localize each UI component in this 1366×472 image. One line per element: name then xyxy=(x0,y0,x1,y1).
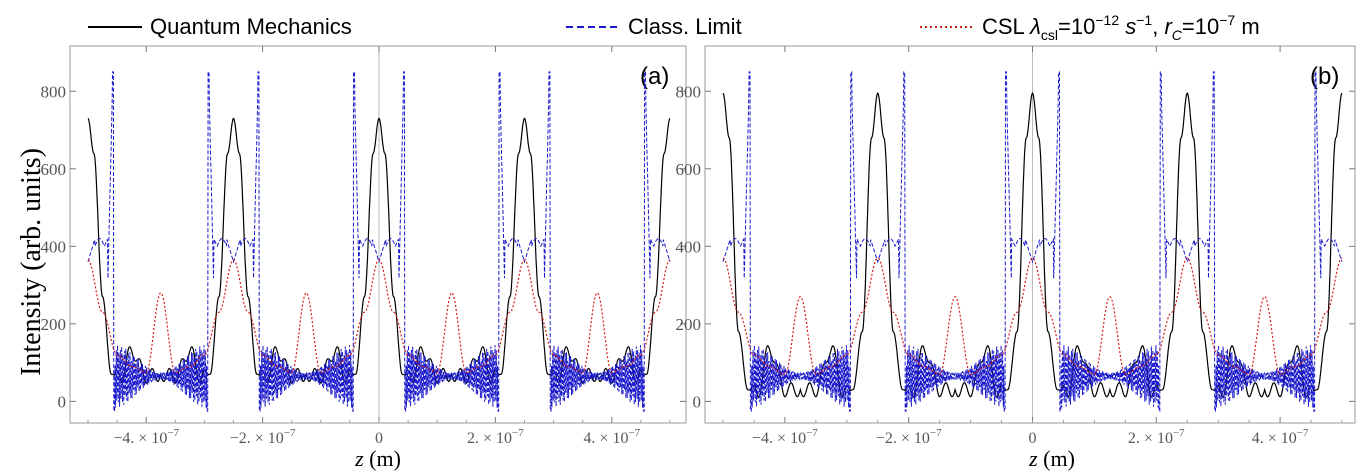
x-tick-label: 4. × 10−7 xyxy=(583,427,640,447)
series-classical-limit xyxy=(87,71,671,412)
series-quantum-mechanics xyxy=(87,117,671,384)
panel-a: 0 200 400 600 800 −4. × 10−7 −2. × 10−7 0 2. × 1… xyxy=(41,45,687,447)
y-tick-label: 600 xyxy=(41,160,67,179)
legend-label-quantum-mechanics: Quantum Mechanics xyxy=(150,14,352,39)
series-csl xyxy=(722,257,1343,375)
y-tick-label: 200 xyxy=(676,315,702,334)
x-tick-label: 2. × 10−7 xyxy=(467,427,524,447)
series-classical-limit xyxy=(722,71,1343,412)
plot-frame xyxy=(704,45,1356,424)
panel-b: 0 200 400 600 800 −4. × 10−7 −2. × 10−7 0 2. × 1… xyxy=(676,45,1356,447)
y-tick-label: 0 xyxy=(58,392,67,411)
x-tick-label: −2. × 10−7 xyxy=(230,427,296,447)
x-axis-label-a: z (m) xyxy=(354,446,401,471)
y-tick-label: 800 xyxy=(676,82,702,101)
series-csl xyxy=(87,259,671,373)
plot-frame xyxy=(69,45,687,424)
x-tick-label: 4. × 10−7 xyxy=(1252,427,1309,447)
y-tick-label: 0 xyxy=(693,392,702,411)
panel-label: (b) xyxy=(1310,63,1339,90)
y-tick-label: 400 xyxy=(41,237,67,256)
x-tick-label: −4. × 10−7 xyxy=(752,427,818,447)
legend-label-csl: CSL λcsl=10−12 s−1, rC=10−7 m xyxy=(982,12,1260,43)
x-tick-label: 0 xyxy=(375,430,383,447)
y-tick-label: 800 xyxy=(41,82,67,101)
y-tick-label: 400 xyxy=(676,237,702,256)
y-tick-label: 600 xyxy=(676,160,702,179)
x-axis-label-b: z (m) xyxy=(1028,446,1075,471)
legend-label-classical-limit: Class. Limit xyxy=(628,14,742,39)
x-tick-label: −4. × 10−7 xyxy=(113,427,179,447)
legend: Quantum Mechanics Class. Limit CSL λcsl=… xyxy=(88,12,1260,43)
x-tick-label: −2. × 10−7 xyxy=(876,427,942,447)
x-tick-label: 0 xyxy=(1029,430,1037,447)
y-tick-label: 200 xyxy=(41,315,67,334)
y-axis-label: Intensity (arb. units) xyxy=(16,148,47,376)
x-tick-label: 2. × 10−7 xyxy=(1128,427,1185,447)
